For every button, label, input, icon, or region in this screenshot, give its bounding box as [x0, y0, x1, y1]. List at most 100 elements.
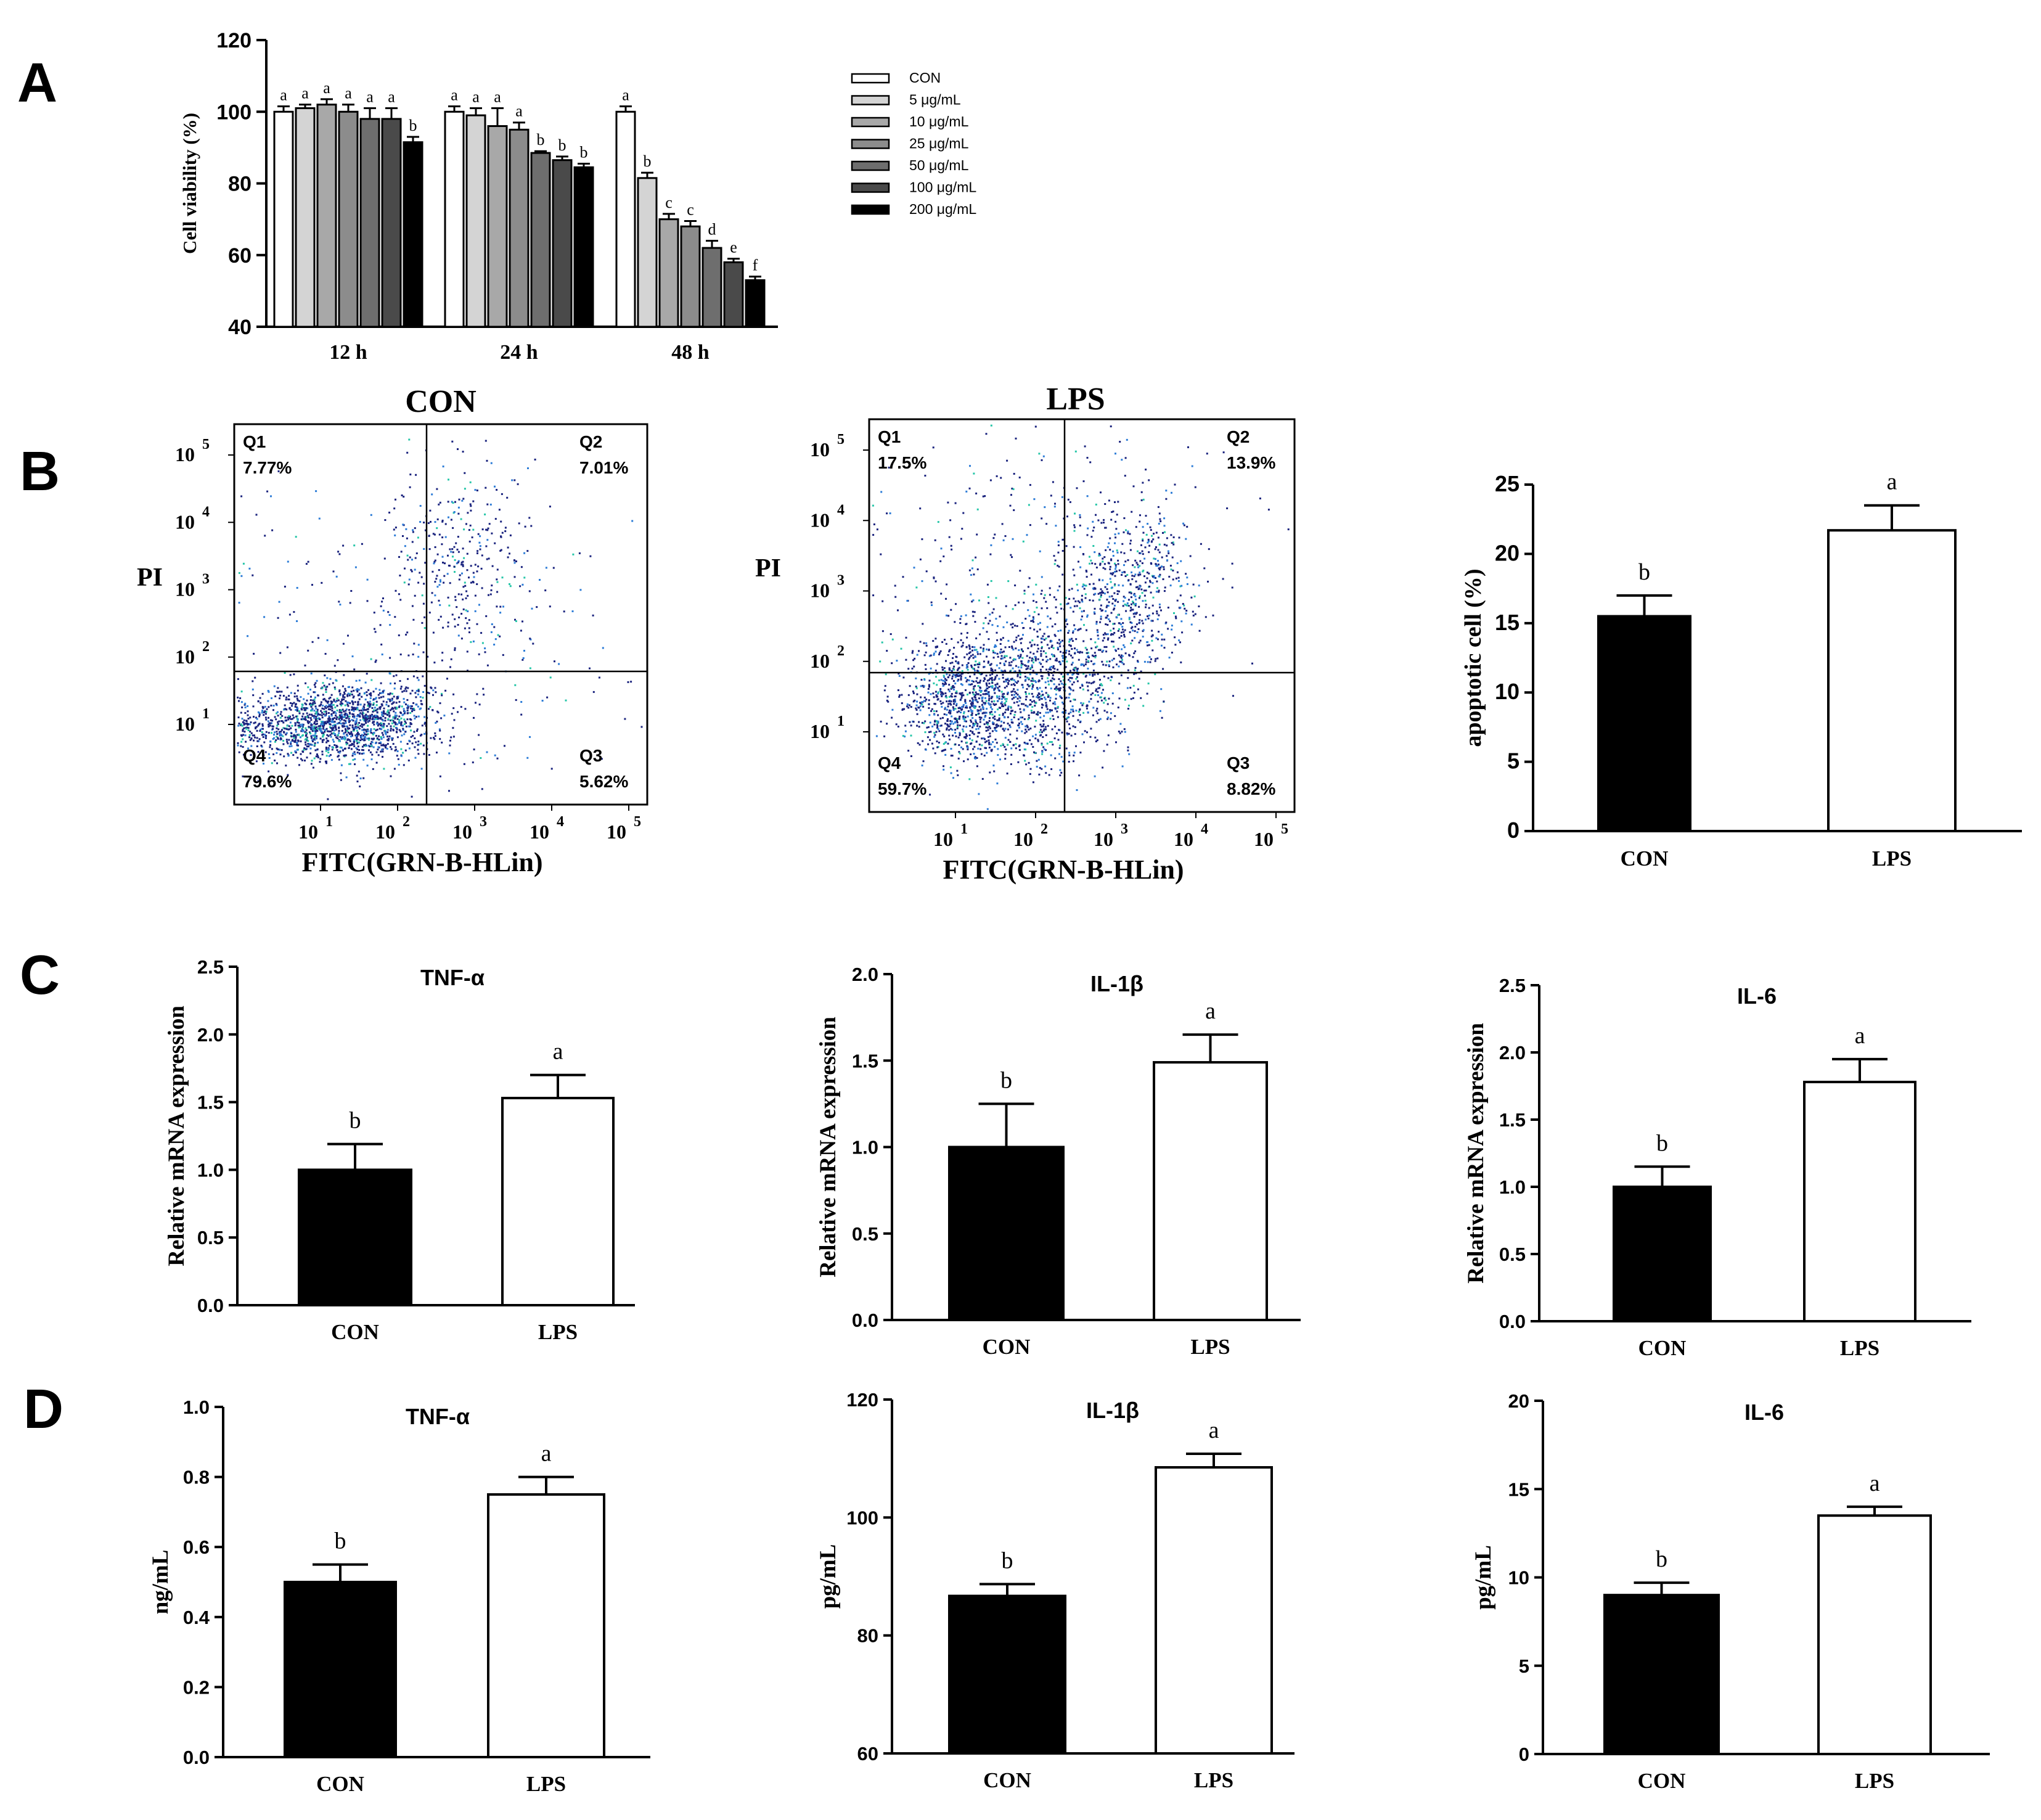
x-tick-label: 10: [1254, 828, 1274, 850]
y-tick-exponent: 4: [202, 504, 210, 520]
x-tick-label: CON: [316, 1772, 364, 1796]
significance-letter: c: [687, 201, 694, 219]
legend-label: 25 μg/mL: [909, 136, 969, 152]
flow-y-label: PI: [755, 554, 781, 583]
y-tick-label: 1.5: [852, 1050, 878, 1072]
panel-letter-d: D: [23, 1379, 63, 1440]
significance-letter: b: [1638, 559, 1650, 585]
y-tick-label: 10: [1508, 1567, 1529, 1589]
y-tick-label: 80: [228, 173, 252, 196]
flow-dot-cloud: [237, 438, 643, 800]
y-tick-label: 15: [1508, 1478, 1529, 1500]
flow-plot-frame: [233, 423, 648, 806]
legend-label: 50 μg/mL: [909, 157, 969, 173]
bar: [1153, 1061, 1268, 1322]
y-tick-label: 10: [810, 720, 830, 742]
x-tick-label: LPS: [538, 1320, 578, 1344]
flow-dot-cloud: [872, 424, 1290, 810]
quadrant-label: Q4: [243, 746, 266, 765]
significance-letter: b: [580, 144, 588, 162]
bar: [509, 128, 530, 328]
significance-letter: a: [388, 88, 395, 105]
chart-title: IL-6: [1744, 1400, 1784, 1425]
significance-letter: b: [350, 1108, 361, 1134]
bar: [1817, 1514, 1932, 1756]
legend-swatch: [851, 73, 890, 84]
y-tick-label: 0.4: [183, 1607, 210, 1628]
bar: [530, 152, 551, 328]
quadrant-percent: 5.62%: [579, 772, 628, 791]
y-tick-label: 1.0: [1499, 1176, 1526, 1198]
chart-title: IL-1β: [1086, 1398, 1139, 1423]
bar: [1597, 615, 1691, 832]
y-tick-label: 120: [846, 1389, 878, 1411]
y-tick-label: 20: [1495, 540, 1520, 565]
y-axis-label: Relative mRNA expression: [816, 1017, 841, 1277]
x-tick-exponent: 5: [634, 814, 641, 830]
panel-letter-c: C: [20, 945, 60, 1006]
bar: [1613, 1186, 1712, 1322]
x-tick-label: CON: [1638, 1336, 1687, 1360]
quadrant-label: Q2: [579, 432, 602, 451]
flow-title: LPS: [1046, 382, 1105, 417]
x-tick-label: 10: [452, 821, 472, 843]
y-tick-exponent: 3: [837, 573, 845, 589]
quadrant-label: Q2: [1227, 427, 1250, 446]
bar: [1603, 1594, 1720, 1755]
quadrant-label: Q1: [878, 427, 901, 446]
x-tick-label: LPS: [1194, 1768, 1233, 1792]
x-tick-label: 24 h: [500, 341, 538, 364]
il6-mrna-chart: 0.0 0.5 1.0 1.5 2.0 2.5 Relative mRNA expressi…: [1463, 975, 1971, 1360]
y-tick-exponent: 2: [837, 643, 845, 659]
y-tick-label: 20: [1508, 1390, 1529, 1412]
quadrant-percent: 59.7%: [878, 779, 926, 798]
bar: [298, 1168, 412, 1307]
significance-letter: b: [558, 136, 566, 154]
bar: [338, 110, 359, 328]
bar: [501, 1097, 615, 1306]
legend-swatch: [851, 139, 890, 149]
y-axis-label: pg/mL: [816, 1544, 841, 1609]
significance-letter: a: [366, 88, 374, 105]
bar: [573, 166, 594, 328]
legend-label: CON: [909, 70, 941, 86]
flow-plot-frame: [868, 418, 1296, 813]
x-tick-label: LPS: [1855, 1769, 1894, 1793]
x-tick-label: 10: [1013, 828, 1033, 850]
significance-letter: b: [1656, 1546, 1667, 1572]
x-tick-label: CON: [331, 1320, 379, 1344]
quadrant-percent: 8.82%: [1227, 779, 1275, 798]
bar: [284, 1581, 397, 1758]
significance-letter: a: [622, 86, 629, 104]
significance-letter: a: [1870, 1470, 1880, 1496]
y-tick-label: 2.0: [852, 964, 878, 985]
x-tick-label: LPS: [1840, 1336, 1879, 1360]
y-tick-label: 0: [1519, 1744, 1529, 1765]
significance-letter: d: [708, 221, 716, 239]
y-tick-label: 0.5: [1499, 1244, 1526, 1265]
x-tick-label: CON: [1621, 846, 1669, 871]
quadrant-percent: 17.5%: [878, 453, 926, 472]
bar: [1803, 1080, 1916, 1322]
x-tick-label: LPS: [526, 1772, 566, 1796]
legend-label: 100 μg/mL: [909, 179, 976, 195]
y-tick-label: 5: [1507, 748, 1520, 774]
significance-letter: b: [1000, 1067, 1012, 1093]
tnf-mrna-chart: 0.0 0.5 1.0 1.5 2.0 2.5 Relative mRNA expressi…: [164, 956, 635, 1344]
legend-swatch: [851, 95, 890, 105]
bar: [701, 247, 722, 328]
y-tick-label: 1.5: [197, 1092, 224, 1113]
significance-letter: f: [753, 256, 758, 274]
y-axis-label: pg/mL: [1471, 1545, 1496, 1610]
significance-letter: a: [1887, 469, 1897, 495]
x-tick-label: 10: [607, 821, 626, 843]
legend-swatch: [851, 182, 890, 193]
x-tick-label: CON: [983, 1768, 1031, 1792]
x-tick-label: 48 h: [671, 341, 710, 364]
legend-swatch: [851, 204, 890, 215]
y-tick-label: 10: [175, 510, 195, 533]
significance-letter: a: [541, 1441, 552, 1467]
il1b-mrna-chart: 0.0 0.5 1.0 1.5 2.0 Relative mRNA expression I…: [816, 964, 1301, 1359]
quadrant-percent: 7.77%: [243, 458, 292, 477]
